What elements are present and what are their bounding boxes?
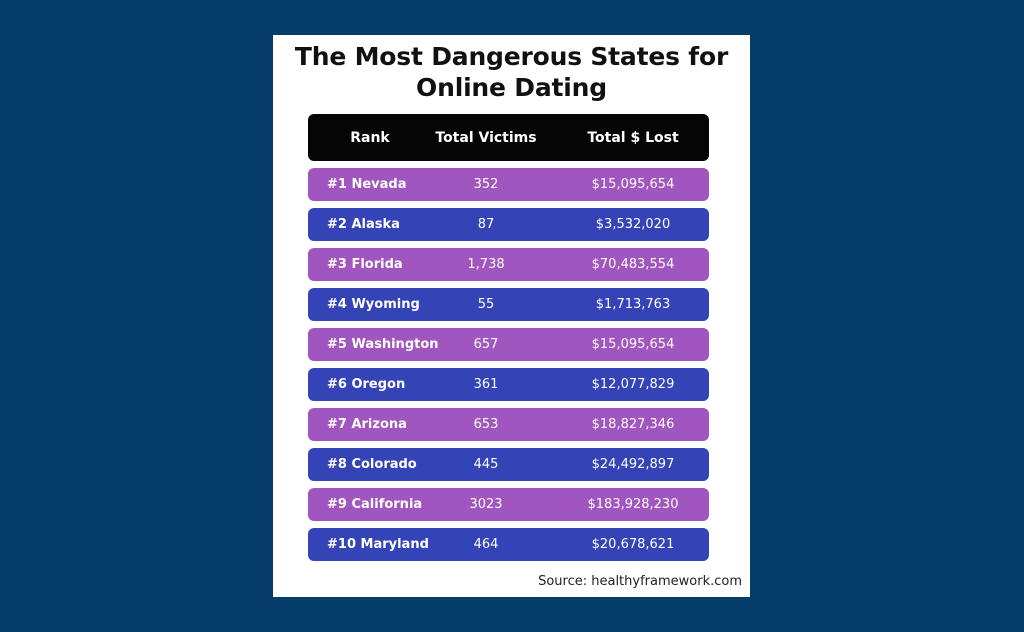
- source-credit: Source: healthyframework.com: [538, 574, 742, 589]
- row-rank: #2 Alaska: [327, 217, 400, 232]
- table-row: #7 Arizona 653 $18,827,346: [308, 408, 709, 441]
- row-lost: $3,532,020: [595, 217, 671, 232]
- table-header: Rank Total Victims Total $ Lost: [308, 114, 709, 161]
- row-rank: #6 Oregon: [327, 377, 406, 392]
- row-victims: 55: [477, 297, 495, 312]
- row-rank: #3 Florida: [327, 257, 403, 272]
- row-lost: $15,095,654: [591, 177, 675, 192]
- row-victims: 352: [473, 177, 499, 192]
- chart-title-line-1: The Most Dangerous States for: [294, 42, 729, 71]
- table-row: #1 Nevada 352 $15,095,654: [308, 168, 709, 201]
- row-victims: 657: [473, 337, 499, 352]
- row-victims: 1,738: [467, 257, 505, 272]
- table-row: #5 Washington 657 $15,095,654: [308, 328, 709, 361]
- row-victims: 87: [477, 217, 495, 232]
- row-rank: #8 Colorado: [327, 457, 417, 472]
- header-rank: Rank: [350, 129, 390, 146]
- row-lost: $183,928,230: [587, 497, 679, 512]
- table-row: #4 Wyoming 55 $1,713,763: [308, 288, 709, 321]
- row-rank: #1 Nevada: [327, 177, 407, 192]
- table-row: #2 Alaska 87 $3,532,020: [308, 208, 709, 241]
- row-victims: 464: [473, 537, 499, 552]
- chart-title-line-2: Online Dating: [416, 73, 607, 102]
- row-rank: #10 Maryland: [327, 537, 429, 552]
- row-lost: $70,483,554: [591, 257, 675, 272]
- row-lost: $24,492,897: [591, 457, 675, 472]
- row-lost: $1,713,763: [595, 297, 671, 312]
- row-victims: 3023: [469, 497, 503, 512]
- table-row: #9 California 3023 $183,928,230: [308, 488, 709, 521]
- row-rank: #9 California: [327, 497, 423, 512]
- row-lost: $15,095,654: [591, 337, 675, 352]
- row-rank: #7 Arizona: [327, 417, 407, 432]
- row-victims: 361: [473, 377, 499, 392]
- row-victims: 445: [473, 457, 499, 472]
- infographic-card: The Most Dangerous States for Online Dat…: [273, 35, 750, 597]
- table-row: #3 Florida 1,738 $70,483,554: [308, 248, 709, 281]
- table-row: #6 Oregon 361 $12,077,829: [308, 368, 709, 401]
- row-rank: #4 Wyoming: [327, 297, 420, 312]
- table-row: #10 Maryland 464 $20,678,621: [308, 528, 709, 561]
- header-total-victims: Total Victims: [435, 129, 537, 146]
- row-rank: #5 Washington: [327, 337, 439, 352]
- row-lost: $20,678,621: [591, 537, 675, 552]
- header-total-lost: Total $ Lost: [587, 129, 679, 146]
- row-lost: $18,827,346: [591, 417, 675, 432]
- states-table: Rank Total Victims Total $ Lost #1 Nevad…: [308, 114, 709, 561]
- table-row: #8 Colorado 445 $24,492,897: [308, 448, 709, 481]
- chart-title: The Most Dangerous States for Online Dat…: [273, 41, 750, 103]
- row-victims: 653: [473, 417, 499, 432]
- row-lost: $12,077,829: [591, 377, 675, 392]
